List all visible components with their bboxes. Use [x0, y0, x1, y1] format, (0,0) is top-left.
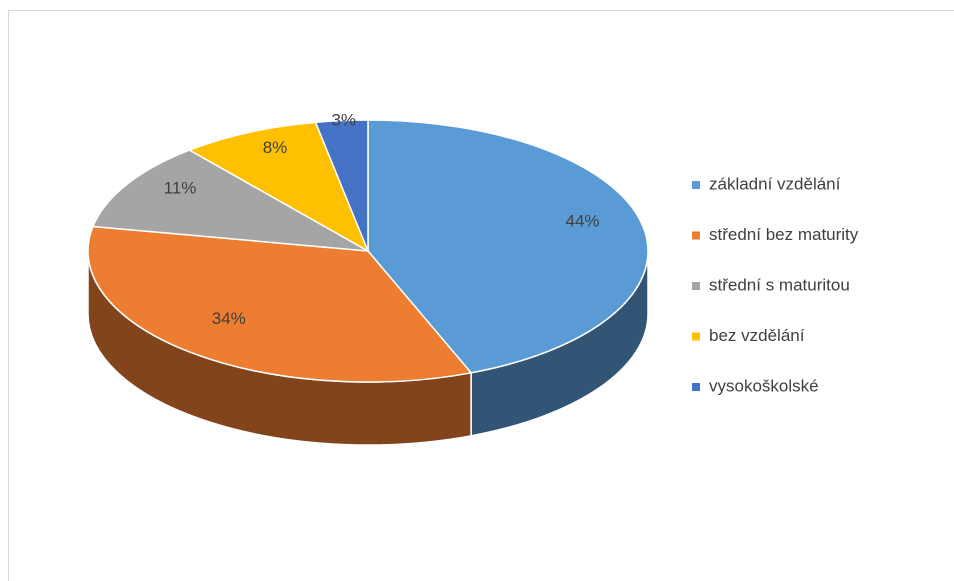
legend-marker — [692, 231, 700, 240]
data-label: 44% — [566, 211, 600, 230]
pie-slice — [187, 121, 370, 253]
data-label: 11% — [164, 178, 197, 197]
legend-label: bez vzdělání — [709, 326, 805, 345]
legend-label: vysokoškolské — [709, 376, 819, 395]
pie-slice — [91, 149, 369, 252]
data-label: 34% — [212, 309, 246, 328]
pie-slice — [314, 119, 369, 252]
legend-label: střední bez maturity — [709, 225, 859, 244]
data-label: 8% — [263, 138, 288, 157]
pie-slice — [367, 119, 649, 374]
legend-marker — [692, 383, 700, 391]
legend-marker — [692, 181, 700, 189]
legend-label: střední s maturitou — [709, 275, 850, 294]
legend-marker — [692, 332, 700, 341]
pie-slice — [87, 225, 473, 383]
legend-label: základní vzdělání — [709, 174, 841, 193]
data-label: 3% — [331, 110, 356, 129]
legend-marker — [692, 282, 700, 290]
